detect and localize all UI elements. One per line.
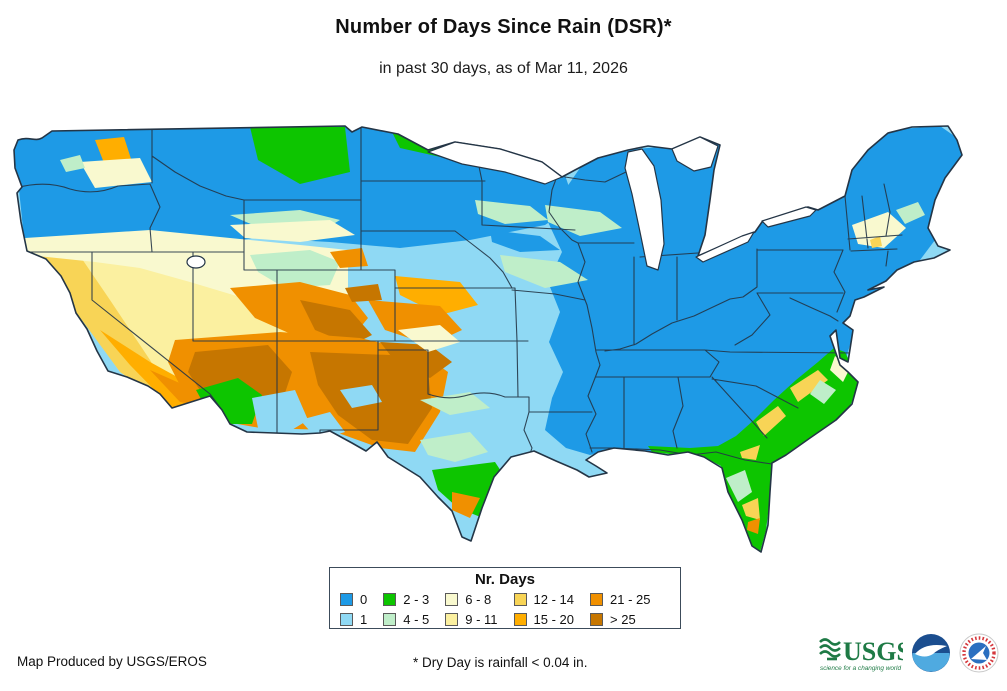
nws-logo: NATIONAL WEATHER SERVICE [959,633,999,673]
legend-label: 6 - 8 [465,592,492,607]
page-title: Number of Days Since Rain (DSR)* [335,16,672,38]
region-se-arizona-1day [252,385,382,440]
legend-grid: 0 1 2 - 3 4 - 5 6 - 8 9 - 11 12 - 14 15 … [340,591,672,628]
great-lakes [186,136,817,271]
great-salt-lake [186,255,206,269]
legend-label: 2 - 3 [403,592,430,607]
legend-item: 9 - 11 [445,611,498,628]
region-east-us-0days [545,126,962,455]
legend-label: 0 [360,592,368,607]
usgs-logo: USGS science for a changing world [819,637,903,672]
legend-item: > 25 [590,611,650,628]
region-delmarva-6-8days [830,356,850,382]
legend-swatch-4-5 [383,613,397,626]
legend-item: 15 - 20 [513,611,575,628]
legend-item: 0 [340,591,367,608]
region-southeast-12-14streaks [740,370,828,460]
region-carolina-4-5patch [810,380,836,404]
region-washington-4-5patch [60,155,85,172]
region-colorado-west-over25days [300,300,372,345]
lake-huron [671,136,719,172]
legend-label: 21 - 25 [610,592,651,607]
region-iowa-0streak [490,230,560,252]
us-outline [13,125,963,553]
usgs-logo-text: USGS [843,637,903,666]
region-nw-montana-2-3days [250,127,350,184]
lake-erie [695,231,755,263]
legend-label: 12 - 14 [533,592,575,607]
legend-swatch-21-25 [590,593,604,606]
lake-ontario [761,206,817,228]
region-florida-4-5patches [726,470,752,502]
legend-title: Nr. Days [474,571,536,588]
legend-label: > 25 [610,612,636,627]
legend-box: Nr. Days 0 1 2 - 3 4 - 5 6 - 8 9 - 11 12… [329,567,681,629]
legend-swatch-15-20 [513,613,527,626]
legend-swatch-9-11 [445,613,459,626]
region-west-kansas-15-20days [395,276,478,315]
state-borders [15,126,903,465]
region-wyoming-over25spot [345,284,382,302]
lake-superior [427,141,563,185]
region-south-texas-21-25spot [452,492,480,518]
map-credit: Map Produced by USGS/EROS [17,654,207,669]
region-texas-4-5streaks [420,392,490,462]
usgs-logo-tagline: science for a changing world [820,665,901,672]
region-new-england-12-14spot [870,236,882,248]
legend-item: 2 - 3 [383,591,429,608]
legend-item: 12 - 14 [513,591,575,608]
region-florida-21-25spot [747,518,760,534]
region-washington-6-8patch [80,158,152,188]
region-florida-12-14patch [742,498,760,520]
legend-label: 4 - 5 [403,612,430,627]
region-new-england-4-5patch [896,202,925,224]
lake-michigan [624,148,665,271]
legend-swatch-over25 [590,613,604,626]
legend-swatch-2-3 [383,593,397,606]
legend-swatch-12-14 [513,593,527,606]
legend-item: 1 [340,611,367,628]
region-pacific-northwest-0days [14,126,575,250]
dry-day-footnote: * Dry Day is rainfall < 0.04 in. [413,655,588,670]
legend-label: 9 - 11 [465,612,498,627]
noaa-logo: NOAA [912,634,950,672]
legend-swatch-6-8 [445,593,459,606]
legend-label: 1 [360,612,368,627]
legend-label: 15 - 20 [533,612,575,627]
page-subtitle: in past 30 days, as of Mar 11, 2026 [379,60,628,77]
legend-swatch-0 [340,593,353,606]
region-nw-oklahoma-over25days [380,342,452,378]
region-kansas-oklahoma-6-8days [398,325,460,352]
agency-logos: USGS science for a changing world NOAA N… [817,632,999,674]
region-wyoming-21-25spots [330,248,368,268]
region-midwest-4-5streaks [475,200,622,288]
region-montana-south-6-8days [230,220,355,242]
legend-item: 4 - 5 [383,611,429,628]
legend-item: 21 - 25 [590,591,651,608]
region-new-england-6-8days [852,212,906,248]
legend-swatch-1 [340,613,353,626]
legend-item: 6 - 8 [445,591,497,608]
